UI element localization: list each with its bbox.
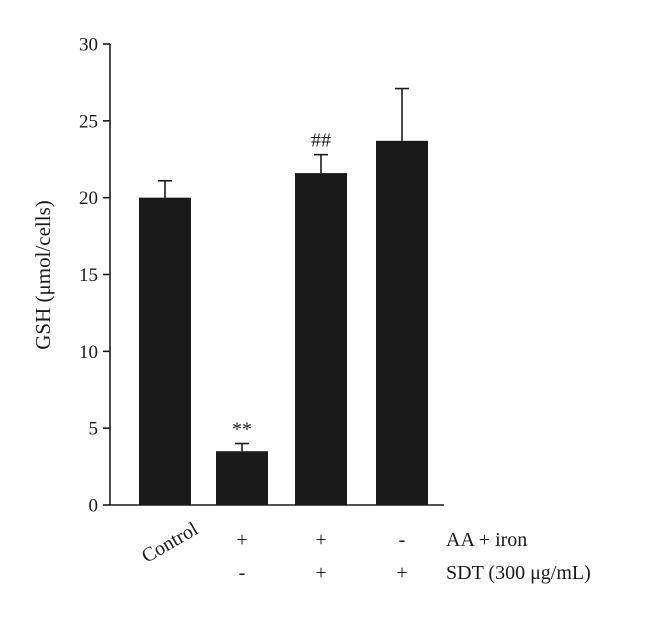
y-tick-label: 5 [89,419,99,440]
condition-table: + + - AA + iron - + + SDT (300 μg/mL) [236,529,590,584]
condition-name: AA + iron [446,529,527,551]
y-axis-label: GSH (μmol/cells) [31,200,55,350]
y-tick-label: 10 [79,342,98,363]
condition-mark: - [239,562,246,584]
condition-mark: - [399,529,406,551]
significance-label: ## [311,130,331,152]
condition-name: SDT (300 μg/mL) [446,562,591,584]
bar [376,140,428,505]
y-tick-label: 20 [79,188,98,209]
condition-mark: + [315,562,326,584]
x-axis: Control [110,504,444,568]
y-tick-label: 30 [79,35,98,56]
significance-label: ** [232,419,252,441]
bar [139,197,191,505]
condition-mark: + [315,529,326,551]
bars: ** ## [139,87,428,505]
condition-mark: + [236,529,247,551]
y-tick-label: 15 [79,265,98,286]
condition-mark: + [396,562,407,584]
y-tick-label: 0 [89,496,99,517]
bar [216,451,268,505]
y-axis: 0 5 10 15 20 25 30 [79,35,111,517]
bar [295,173,347,505]
x-category-label: Control [138,518,202,568]
y-tick-label: 25 [79,111,98,132]
